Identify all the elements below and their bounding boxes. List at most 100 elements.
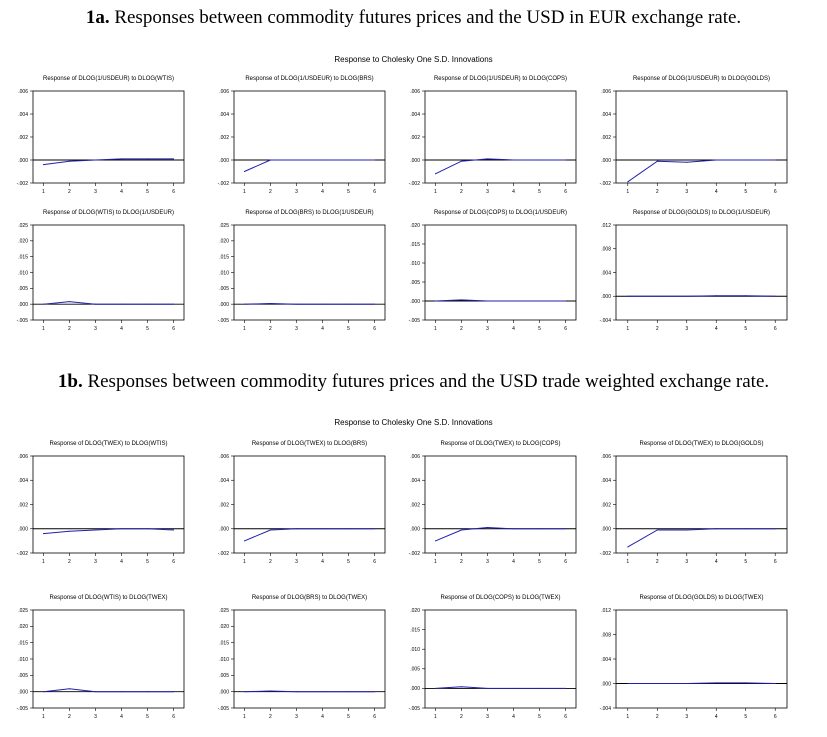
section-1b-group-title: Response to Cholesky One S.D. Innovation… [334,418,493,427]
y-tick-label: -.002 [600,551,612,557]
section-1a-group-title: Response to Cholesky One S.D. Innovation… [334,55,493,64]
irf-panel-10: Response of DLOG(TWEX) to DLOG(BRS) -.002… [218,441,386,565]
y-tick-label: .025 [219,608,229,614]
irf-panel-16: Response of DLOG(GOLDS) to DLOG(TWEX) -.0… [600,595,788,720]
x-tick-label: 3 [486,559,489,565]
response-point [374,159,376,161]
irf-panel-11: Response of DLOG(TWEX) to DLOG(COPS) -.00… [409,441,577,565]
plot-frame [233,609,386,709]
x-tick-label: 5 [146,559,149,565]
x-tick-label: 6 [373,714,376,720]
response-line [43,688,174,693]
y-tick-label: .006 [219,89,229,95]
response-point [269,303,271,305]
response-point [147,528,149,530]
y-tick-label: .002 [601,502,611,508]
response-point [774,295,776,297]
y-tick-label: -.002 [17,551,29,557]
x-tick-label: 1 [243,559,246,565]
y-tick-label: .004 [601,657,611,663]
response-point [434,540,436,542]
x-tick-label: 4 [512,714,515,720]
x-tick-label: 5 [347,714,350,720]
x-tick-label: 3 [94,714,97,720]
response-point [715,295,717,297]
x-tick-label: 4 [321,559,324,565]
irf-panel-2: Response of DLOG(1/USDEUR) to DLOG(BRS) -… [218,76,386,195]
y-tick-label: .010 [219,270,229,276]
y-tick-label: .000 [601,294,611,300]
x-tick-label: 4 [120,326,123,332]
response-line [627,528,776,548]
x-tick-label: 4 [321,714,324,720]
response-point [374,303,376,305]
y-tick-label: -.002 [409,181,421,187]
y-tick-label: .005 [18,286,28,292]
x-tick-label: 6 [373,559,376,565]
response-point [68,688,70,690]
section-1b-title: 1b. Responses between commodity futures … [0,371,827,393]
response-point [68,530,70,532]
response-line [244,690,375,693]
response-point [94,529,96,531]
response-point [348,159,350,161]
y-tick-label: -.002 [218,181,230,187]
panel-title: Response of DLOG(TWEX) to DLOG(GOLDS) [639,441,763,447]
panel-title: Response of DLOG(1/USDEUR) to DLOG(WTIS) [43,76,174,82]
irf-panel-14: Response of DLOG(BRS) to DLOG(TWEX) -.005… [218,595,386,720]
x-tick-label: 3 [685,189,688,195]
x-tick-label: 5 [347,326,350,332]
plot-frame [424,609,577,709]
y-tick-label: .015 [18,640,28,646]
x-tick-label: 1 [626,326,629,332]
panel-title: Response of DLOG(1/USDEUR) to DLOG(BRS) [245,76,373,82]
panel-title: Response of DLOG(WTIS) to DLOG(TWEX) [49,595,167,601]
y-tick-label: .010 [219,657,229,663]
y-tick-label: .000 [601,681,611,687]
y-tick-label: .020 [219,624,229,630]
response-point [513,159,515,161]
y-tick-label: .000 [219,302,229,308]
x-tick-label: 5 [146,714,149,720]
response-point [322,528,324,530]
x-tick-label: 6 [172,559,175,565]
response-line [43,301,174,305]
response-point [68,301,70,303]
response-point [434,173,436,175]
section-1b-title-text: Responses between commodity futures pric… [82,371,770,392]
y-tick-label: -.005 [409,318,421,324]
response-point [42,303,44,305]
response-point [486,687,488,689]
y-tick-label: .004 [601,270,611,276]
x-tick-label: 5 [146,189,149,195]
y-tick-label: .002 [219,135,229,141]
y-tick-label: .015 [219,254,229,260]
irf-panel-3: Response of DLOG(1/USDEUR) to DLOG(COPS)… [409,76,577,195]
x-tick-label: 1 [42,714,45,720]
x-tick-label: 6 [564,559,567,565]
y-tick-label: .015 [219,640,229,646]
plot-frame [32,90,185,184]
response-point [745,159,747,161]
y-tick-label: -.005 [218,706,230,712]
x-tick-label: 2 [460,714,463,720]
y-tick-label: .002 [18,502,28,508]
y-tick-label: .004 [410,478,420,484]
response-point [295,528,297,530]
response-point [269,529,271,531]
x-tick-label: 1 [434,189,437,195]
response-line [435,158,566,175]
response-line [627,295,776,297]
y-tick-label: .020 [410,608,420,614]
response-point [121,691,123,693]
response-point [94,159,96,161]
x-tick-label: 6 [172,189,175,195]
y-tick-label: .004 [18,478,28,484]
y-tick-label: .005 [410,667,420,673]
response-point [513,300,515,302]
response-point [121,528,123,530]
response-point [745,528,747,530]
plot-frame [615,90,788,184]
panel-title: Response of DLOG(COPS) to DLOG(TWEX) [440,595,560,601]
response-point [434,300,436,302]
